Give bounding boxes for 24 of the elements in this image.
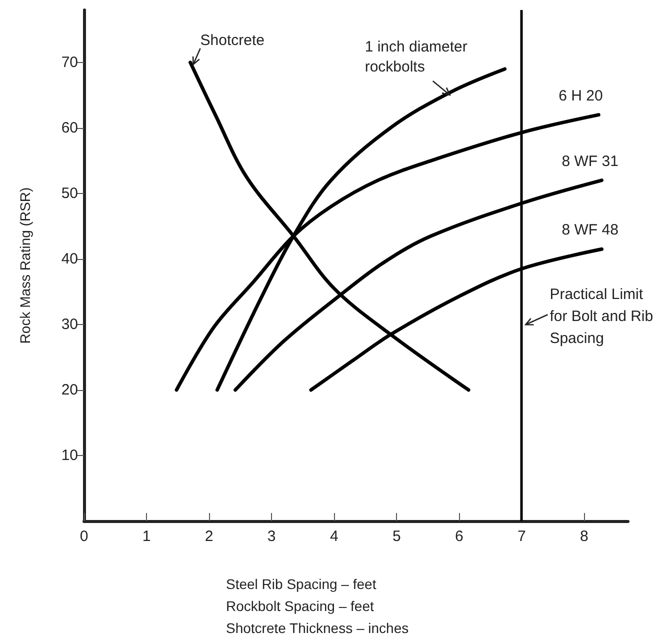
y-tick-label: 60 xyxy=(61,119,78,136)
ref-line-label: Practical Limit for Bolt and Rib Spacing xyxy=(550,286,654,348)
x-tick-label: 7 xyxy=(518,528,526,545)
series-label: 1 inch diameter rockbolts xyxy=(364,38,468,76)
x-tick-label: 2 xyxy=(204,528,214,545)
y-tick-label: 50 xyxy=(61,184,78,202)
y-tick-label: 10 xyxy=(61,446,78,464)
x-tick-label: 0 xyxy=(80,528,88,545)
series-label: 8 WF 48 xyxy=(562,222,618,239)
x-tick-label: 4 xyxy=(330,528,338,545)
x-axis-title: Steel Rib Spacing – feet Rockbolt Spacing – feet Shotcrete Thickness – inches xyxy=(226,576,409,636)
series-label: Shotcrete xyxy=(200,32,265,49)
y-axis-title: Rock Mass Rating (RSR) xyxy=(17,187,33,344)
y-tick-label: 40 xyxy=(61,250,78,268)
x-tick-label: 3 xyxy=(267,528,276,545)
y-tick-label: 70 xyxy=(61,54,78,71)
x-tick-label: 6 xyxy=(455,528,464,545)
x-tick-label: 5 xyxy=(392,528,401,545)
x-tick-label: 1 xyxy=(142,528,151,545)
series-label: 8 WF 31 xyxy=(562,152,618,170)
series-label: 6 H 20 xyxy=(558,87,603,104)
y-tick-label: 30 xyxy=(61,316,78,333)
y-tick-label: 20 xyxy=(61,381,78,398)
x-tick-label: 8 xyxy=(580,528,588,545)
